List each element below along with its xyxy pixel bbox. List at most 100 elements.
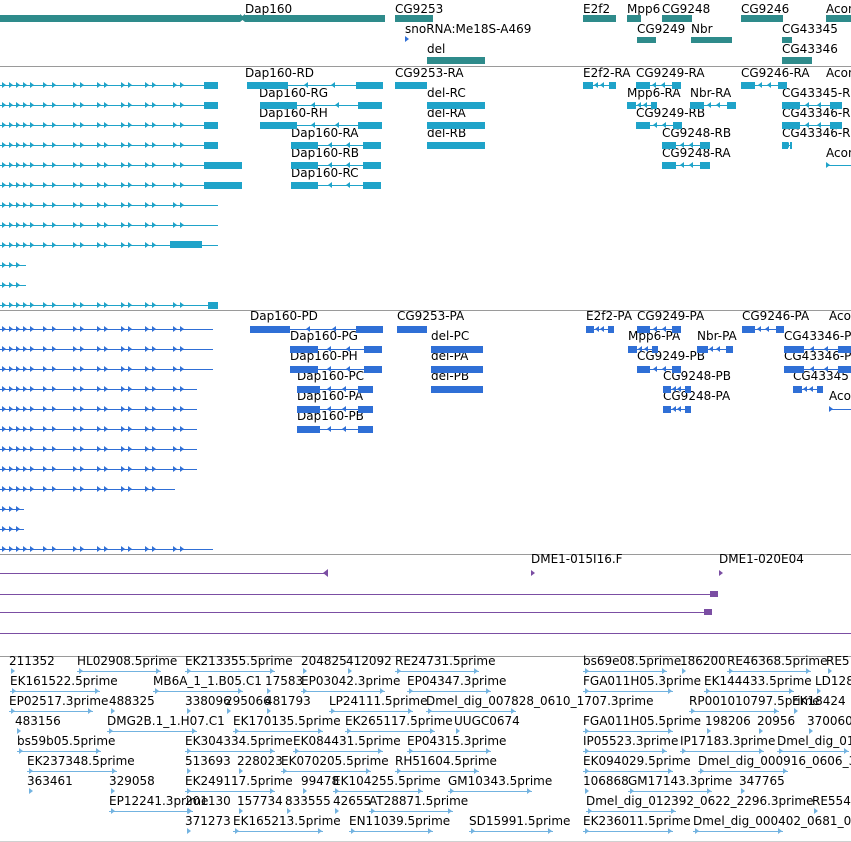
intron-line[interactable] [0,125,218,126]
exon-block[interactable] [628,346,637,353]
feature-label[interactable]: CG9246 [741,2,790,16]
intron-line[interactable] [109,811,193,812]
feature-label[interactable]: 228023 [237,754,283,768]
feature-label[interactable]: 198206 [705,714,751,728]
exon-block[interactable] [817,386,823,393]
exon-block[interactable] [250,326,290,333]
clone-end[interactable] [704,609,712,615]
feature-label[interactable]: EK236011.5prime [583,814,691,828]
exon-block[interactable] [291,162,318,169]
exon-block[interactable] [663,386,671,393]
exon-block[interactable] [776,326,784,333]
exon-block[interactable] [427,142,485,149]
feature-label[interactable]: Dap160-RA [291,126,359,140]
exon-block[interactable] [672,366,681,373]
intron-line[interactable] [680,751,764,752]
feature-label[interactable]: Dmel_dig_014 [777,734,851,748]
intron-line[interactable] [826,165,851,166]
exon-block[interactable] [652,346,658,353]
intron-line[interactable] [704,691,794,692]
gene-model-bar[interactable] [691,37,732,43]
exon-block[interactable] [790,142,792,149]
feature-label[interactable]: Acon [826,2,851,16]
exon-block[interactable] [356,326,383,333]
intron-line[interactable] [0,245,218,246]
intron-line[interactable] [333,791,423,792]
intron-line[interactable] [690,105,736,106]
exon-block[interactable] [700,162,710,169]
feature-label[interactable]: DME1-015I16.F [531,552,623,566]
feature-label[interactable]: Acon [826,66,851,80]
exon-block[interactable] [297,406,320,413]
intron-line[interactable] [281,771,371,772]
intron-line[interactable] [741,85,787,86]
exon-block[interactable] [260,122,297,129]
exon-block[interactable] [427,122,485,129]
gene-model-bar[interactable] [583,15,616,22]
exon-block[interactable] [204,162,242,169]
feature-label[interactable]: EK237348.5prime [27,754,135,768]
feature-label[interactable]: RE46368.5prime [727,654,828,668]
feature-label[interactable]: FGA011H05.3prime [583,674,702,688]
exon-block[interactable] [364,366,382,373]
feature-label[interactable]: EK070205.5prime [281,754,389,768]
feature-label[interactable]: LD128 [815,674,851,688]
intron-line[interactable] [77,671,161,672]
intron-line[interactable] [290,369,382,370]
feature-label[interactable]: EK094029.5prime [583,754,691,768]
intron-line[interactable] [636,125,682,126]
intron-line[interactable] [784,369,851,370]
exon-block[interactable] [583,82,593,89]
intron-line[interactable] [0,285,26,286]
intron-line[interactable] [0,612,712,613]
intron-line[interactable] [627,105,657,106]
intron-line[interactable] [628,349,658,350]
feature-label[interactable]: 42655 [333,794,372,808]
intron-line[interactable] [742,329,784,330]
feature-label[interactable]: EK213355.5prime [185,654,293,668]
feature-label[interactable]: 363461 [27,774,73,788]
feature-label[interactable]: del-RC [427,86,466,100]
feature-label[interactable]: CG9248-RA [662,146,731,160]
intron-line[interactable] [426,711,516,712]
feature-label[interactable]: EK165213.5prime [233,814,341,828]
intron-line[interactable] [297,409,373,410]
feature-label[interactable]: 99478 [301,774,340,788]
intron-line[interactable] [9,711,93,712]
feature-label[interactable]: HL02908.5prime [77,654,178,668]
gene-model-bar[interactable] [427,57,485,64]
exon-block[interactable] [204,182,242,189]
feature-label[interactable]: CG9249-RB [636,106,706,120]
feature-label[interactable]: EP02517.3prime [9,694,109,708]
feature-label[interactable]: EK18424 [792,694,846,708]
exon-block[interactable] [672,326,681,333]
intron-line[interactable] [782,105,842,106]
intron-line[interactable] [293,751,383,752]
feature-label[interactable]: Aco [829,309,851,323]
intron-line[interactable] [583,671,667,672]
feature-label[interactable]: Dmel_dig_000916_0606_3 [698,754,851,768]
feature-label[interactable]: CG9253 [395,2,444,16]
exon-block[interactable] [608,326,614,333]
feature-label[interactable]: 412092 [346,654,392,668]
exon-block[interactable] [690,102,704,109]
feature-label[interactable]: CG9248-PA [663,389,731,403]
intron-line[interactable] [185,671,275,672]
intron-line[interactable] [0,265,26,266]
feature-label[interactable]: Dap160-RH [259,106,328,120]
feature-label[interactable]: Dap160-RB [291,146,360,160]
exon-block[interactable] [260,102,297,109]
intron-line[interactable] [636,85,681,86]
exon-block[interactable] [291,142,318,149]
exon-block[interactable] [358,406,373,413]
exon-block[interactable] [363,162,381,169]
feature-label[interactable]: EP04315.3prime [407,734,507,748]
feature-label[interactable]: Mpp6 [627,2,661,16]
exon-block[interactable] [793,386,802,393]
intron-line[interactable] [10,691,100,692]
feature-label[interactable]: 329058 [109,774,155,788]
gene-model-bar[interactable] [245,15,385,22]
feature-label[interactable]: GM17143.3prime [628,774,733,788]
feature-label[interactable]: DMG2B.1_1.H07.C1 [107,714,225,728]
feature-label[interactable]: RH51604.5prime [395,754,497,768]
